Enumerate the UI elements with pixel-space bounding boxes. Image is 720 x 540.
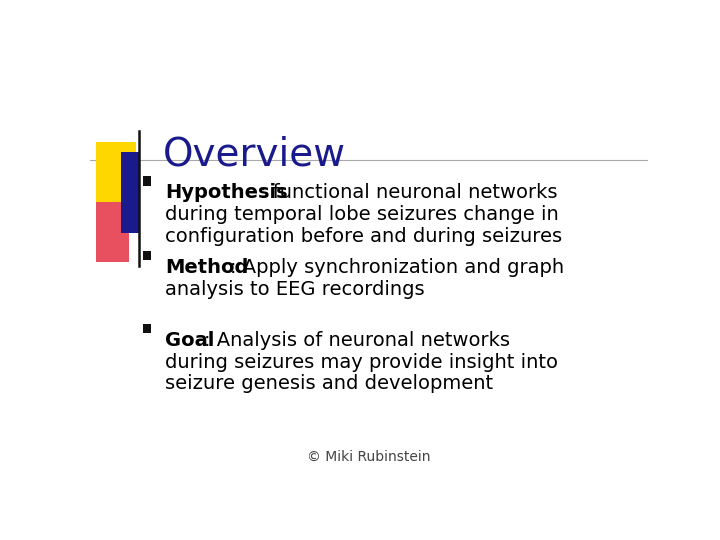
Bar <box>96 202 129 262</box>
Text: analysis to EEG recordings: analysis to EEG recordings <box>166 280 425 299</box>
Text: : Apply synchronization and graph: : Apply synchronization and graph <box>230 258 564 277</box>
Text: © Miki Rubinstein: © Miki Rubinstein <box>307 450 431 464</box>
Text: : functional neuronal networks: : functional neuronal networks <box>261 183 558 202</box>
Bar <box>121 152 138 233</box>
Text: : Analysis of neuronal networks: : Analysis of neuronal networks <box>204 331 510 350</box>
Text: during temporal lobe seizures change in: during temporal lobe seizures change in <box>166 205 559 224</box>
Bar <box>143 177 150 186</box>
Bar <box>143 251 150 260</box>
Text: seizure genesis and development: seizure genesis and development <box>166 374 493 393</box>
Text: Method: Method <box>166 258 248 277</box>
Bar <box>96 141 136 202</box>
Text: Overview: Overview <box>163 136 346 173</box>
Text: Hypothesis: Hypothesis <box>166 183 288 202</box>
Bar <box>143 324 150 333</box>
Text: configuration before and during seizures: configuration before and during seizures <box>166 227 562 246</box>
Text: Goal: Goal <box>166 331 215 350</box>
Text: during seizures may provide insight into: during seizures may provide insight into <box>166 353 558 372</box>
